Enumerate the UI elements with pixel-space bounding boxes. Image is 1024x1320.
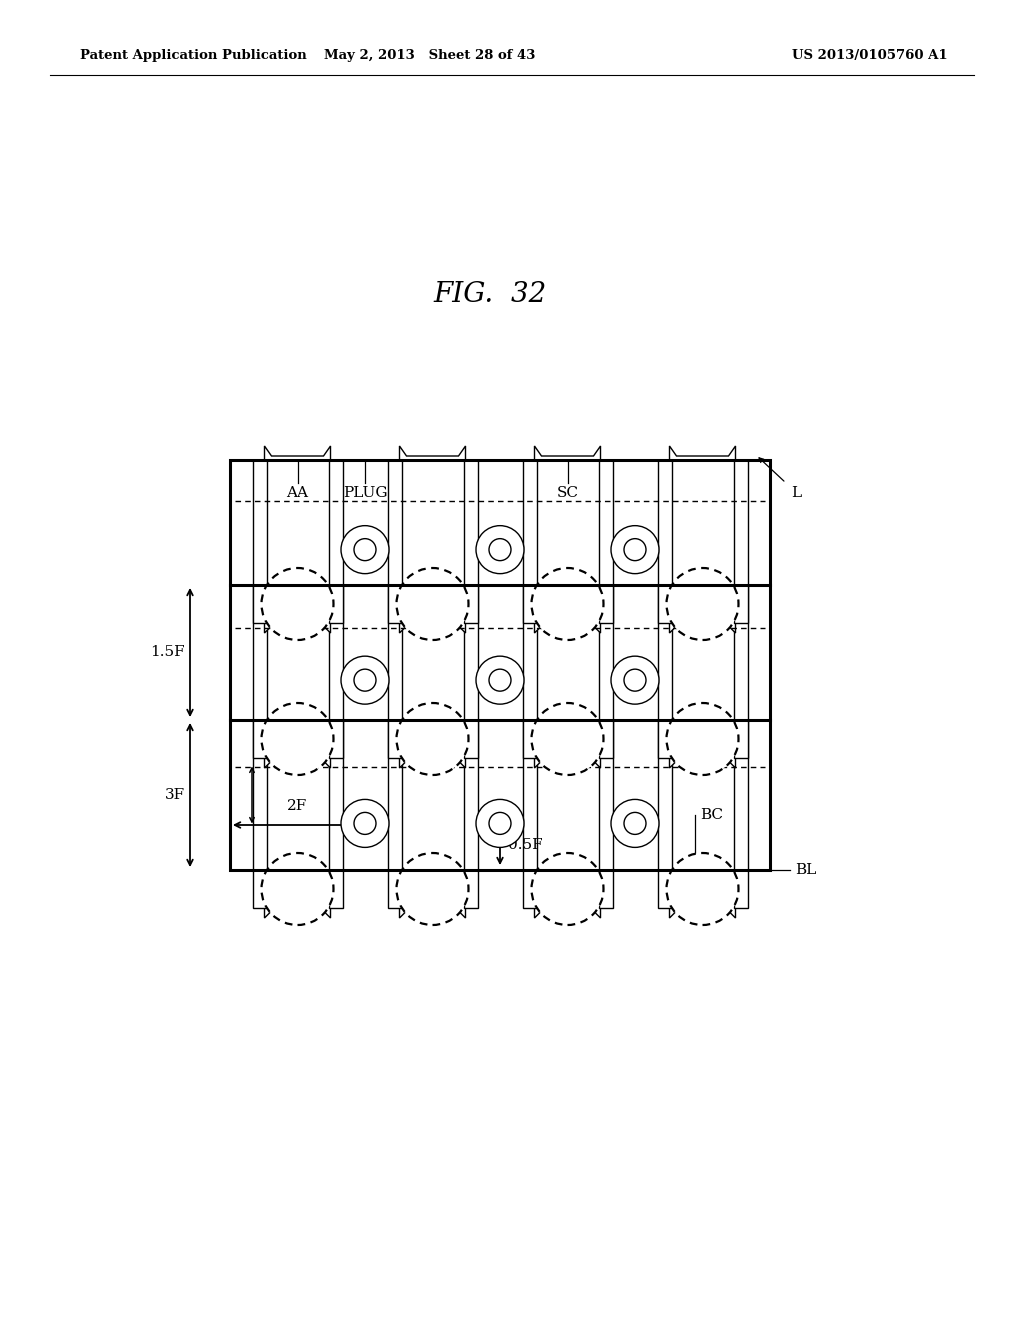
Circle shape — [476, 656, 524, 704]
Bar — [544, 585, 592, 612]
Polygon shape — [264, 706, 331, 917]
Circle shape — [396, 853, 469, 925]
Bar — [733, 585, 748, 758]
Text: May 2, 2013   Sheet 28 of 43: May 2, 2013 Sheet 28 of 43 — [325, 49, 536, 62]
Bar — [273, 870, 322, 898]
Text: 2F: 2F — [288, 799, 307, 813]
Circle shape — [476, 525, 524, 574]
Polygon shape — [535, 572, 600, 768]
Circle shape — [396, 568, 469, 640]
Bar — [598, 585, 612, 758]
Text: AA: AA — [287, 486, 308, 500]
Bar — [409, 719, 457, 748]
Polygon shape — [264, 446, 331, 634]
Bar — [387, 459, 401, 623]
Circle shape — [261, 704, 334, 775]
Bar — [253, 585, 266, 758]
Circle shape — [341, 525, 389, 574]
Polygon shape — [399, 572, 466, 768]
Circle shape — [261, 853, 334, 925]
Bar — [464, 585, 477, 758]
Bar — [273, 719, 322, 748]
Bar — [733, 459, 748, 623]
Text: PLUG: PLUG — [343, 486, 387, 500]
Circle shape — [531, 853, 603, 925]
Bar — [253, 719, 266, 908]
Text: BL: BL — [795, 863, 816, 876]
Bar — [522, 459, 537, 623]
Polygon shape — [670, 446, 735, 634]
Bar — [522, 719, 537, 908]
Text: 1.5F: 1.5F — [151, 645, 185, 660]
Bar — [253, 459, 266, 623]
Polygon shape — [670, 572, 735, 768]
Polygon shape — [670, 706, 735, 917]
Polygon shape — [399, 446, 466, 634]
Bar — [387, 585, 401, 758]
Bar — [733, 719, 748, 908]
Bar — [657, 719, 672, 908]
Bar — [387, 719, 401, 908]
Bar — [679, 585, 726, 612]
Bar — [464, 459, 477, 623]
Bar — [409, 870, 457, 898]
Bar — [464, 719, 477, 908]
Bar — [679, 719, 726, 748]
Text: 0.5F: 0.5F — [508, 838, 543, 851]
Circle shape — [341, 800, 389, 847]
Text: FIG.  32: FIG. 32 — [433, 281, 547, 309]
Bar — [409, 585, 457, 612]
Circle shape — [531, 704, 603, 775]
Circle shape — [341, 656, 389, 704]
Bar — [598, 719, 612, 908]
Circle shape — [667, 853, 738, 925]
Text: BC: BC — [700, 808, 723, 822]
Text: US 2013/0105760 A1: US 2013/0105760 A1 — [793, 49, 948, 62]
Polygon shape — [399, 706, 466, 917]
Bar — [544, 719, 592, 748]
Polygon shape — [535, 446, 600, 634]
Bar — [230, 459, 770, 870]
Bar — [679, 870, 726, 898]
Text: L: L — [791, 486, 801, 500]
Bar — [657, 585, 672, 758]
Bar — [544, 870, 592, 898]
Text: SC: SC — [556, 486, 579, 500]
Bar — [273, 585, 322, 612]
Circle shape — [396, 704, 469, 775]
Bar — [329, 459, 342, 623]
Circle shape — [611, 656, 659, 704]
Bar — [522, 585, 537, 758]
Circle shape — [261, 568, 334, 640]
Polygon shape — [535, 706, 600, 917]
Text: 3F: 3F — [165, 788, 185, 803]
Circle shape — [611, 800, 659, 847]
Circle shape — [611, 525, 659, 574]
Polygon shape — [264, 572, 331, 768]
Circle shape — [531, 568, 603, 640]
Bar — [329, 719, 342, 908]
Circle shape — [667, 704, 738, 775]
Bar — [598, 459, 612, 623]
Circle shape — [476, 800, 524, 847]
Bar — [329, 585, 342, 758]
Circle shape — [667, 568, 738, 640]
Text: Patent Application Publication: Patent Application Publication — [80, 49, 307, 62]
Bar — [657, 459, 672, 623]
